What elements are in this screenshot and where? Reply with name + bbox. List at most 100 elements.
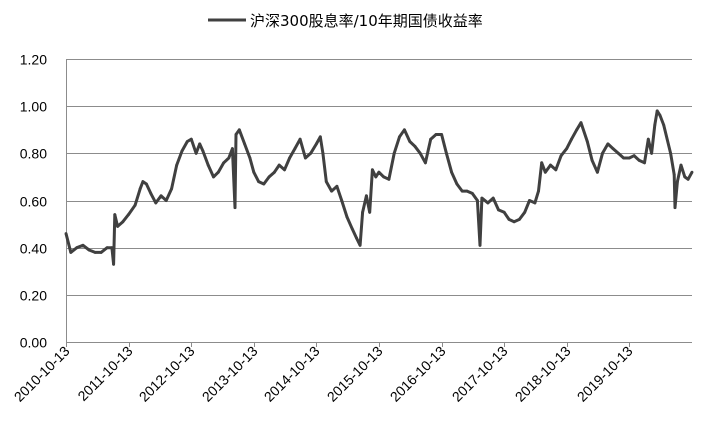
data-point <box>497 208 500 212</box>
data-point <box>257 180 260 184</box>
data-point <box>164 199 168 202</box>
data-point <box>231 147 234 151</box>
data-point <box>616 151 620 155</box>
data-point <box>212 175 215 179</box>
y-tick-label: 0.60 <box>20 194 47 210</box>
data-point <box>116 225 119 228</box>
legend-label: 沪深300股息率/10年期国债收益率 <box>250 12 483 30</box>
data-point <box>606 142 610 146</box>
data-point <box>180 149 184 153</box>
data-point <box>403 128 406 132</box>
data-point <box>387 177 391 181</box>
data-point <box>523 210 527 214</box>
x-tick-label: 2015-10-13 <box>324 343 386 405</box>
data-point <box>216 170 220 174</box>
data-point <box>358 243 362 247</box>
data-point <box>690 170 694 174</box>
data-point <box>145 182 148 186</box>
data-point <box>309 151 313 155</box>
data-point <box>330 189 333 193</box>
data-point <box>350 227 354 231</box>
data-point <box>596 170 599 174</box>
data-point <box>194 151 198 155</box>
data-point <box>480 196 484 200</box>
data-point <box>248 156 252 160</box>
data-point <box>377 170 381 174</box>
data-point <box>408 140 412 143</box>
data-point <box>601 151 604 155</box>
y-axis: 0.00 0.20 0.40 0.60 0.80 1.00 1.20 <box>20 52 67 351</box>
data-point <box>138 187 142 191</box>
data-point <box>579 121 583 125</box>
data-point <box>201 149 205 153</box>
y-tick-label: 0.00 <box>20 335 47 351</box>
data-point <box>686 177 690 181</box>
data-point <box>374 175 378 179</box>
data-point <box>434 133 438 136</box>
data-point <box>318 135 322 139</box>
y-tick-label: 0.40 <box>20 241 47 257</box>
data-point <box>237 128 241 132</box>
data-point <box>392 151 396 155</box>
data-point <box>277 163 281 167</box>
data-point <box>345 215 349 219</box>
data-point <box>222 161 226 165</box>
x-tick-label: 2019-10-13 <box>574 343 636 405</box>
data-point <box>304 156 307 160</box>
data-point <box>113 213 117 217</box>
data-point <box>658 114 662 117</box>
data-point <box>537 189 540 193</box>
data-point <box>637 159 641 162</box>
data-point <box>335 184 339 188</box>
data-point <box>110 246 114 250</box>
data-point <box>340 199 344 202</box>
x-tick-label: 2012-10-13 <box>136 343 198 405</box>
data-point <box>87 248 91 252</box>
data-point <box>267 175 271 179</box>
data-point <box>672 173 676 177</box>
data-point <box>105 246 109 250</box>
data-point <box>455 182 459 186</box>
data-point <box>69 251 73 254</box>
data-point <box>476 199 479 202</box>
data-point <box>233 206 237 210</box>
data-point <box>470 192 474 195</box>
data-point <box>507 218 511 221</box>
data-point <box>460 189 464 193</box>
data-point <box>252 170 256 174</box>
data-point <box>632 154 636 158</box>
data-point <box>298 137 302 141</box>
data-point <box>189 137 193 141</box>
data-point <box>429 137 433 141</box>
data-point <box>365 194 368 198</box>
data-point <box>283 168 286 172</box>
data-point <box>324 180 328 184</box>
series-layer <box>64 109 694 266</box>
data-point <box>445 151 448 155</box>
y-tick-label: 0.80 <box>20 146 47 162</box>
data-point <box>75 246 79 250</box>
data-point <box>99 251 103 254</box>
data-point <box>554 168 558 172</box>
data-point <box>398 135 401 139</box>
data-point <box>565 147 569 151</box>
data-point <box>198 142 202 146</box>
data-point <box>121 220 125 224</box>
data-point <box>206 163 210 167</box>
data-point <box>64 232 68 235</box>
data-point <box>418 151 422 155</box>
x-tick-label: 2018-10-13 <box>512 343 574 405</box>
data-point <box>112 262 115 266</box>
data-point <box>655 109 659 113</box>
data-point <box>288 156 291 160</box>
x-tick-label: 2017-10-13 <box>449 343 511 405</box>
data-point <box>127 213 130 217</box>
data-point <box>590 159 594 162</box>
data-point <box>262 182 266 186</box>
data-point <box>315 142 318 146</box>
data-point <box>293 147 297 151</box>
data-point <box>133 203 137 207</box>
data-point <box>559 154 563 158</box>
